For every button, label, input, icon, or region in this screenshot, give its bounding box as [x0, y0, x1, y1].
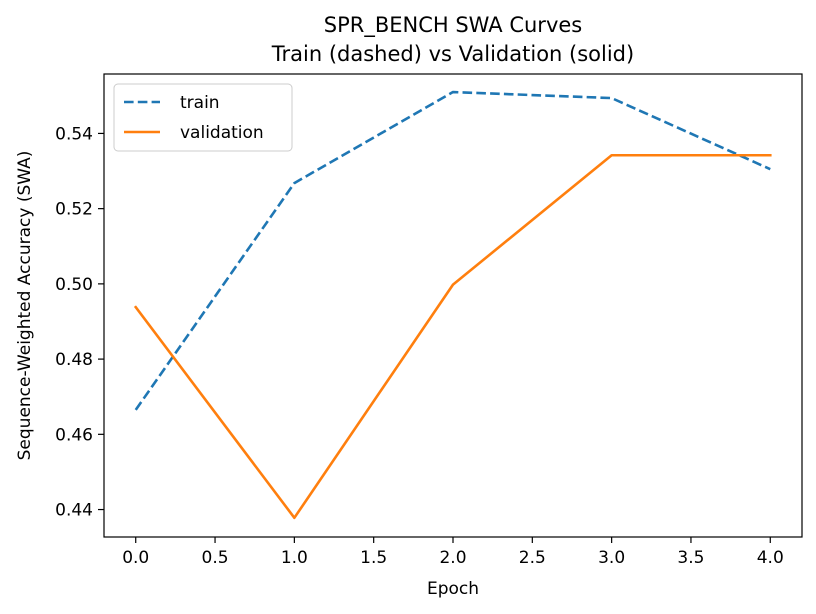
plot-area: [133, 90, 772, 520]
x-tick-label: 1.0: [281, 548, 308, 568]
y-tick-label: 0.52: [55, 200, 93, 220]
y-tick-label: 0.46: [55, 425, 93, 445]
y-axis-label: Sequence-Weighted Accuracy (SWA): [15, 151, 35, 461]
x-tick-label: 4.0: [757, 548, 784, 568]
x-tick-label: 1.5: [360, 548, 387, 568]
x-tick-label: 2.0: [439, 548, 466, 568]
legend-label-train: train: [180, 93, 220, 113]
y-tick-label: 0.54: [55, 124, 93, 144]
y-tick-label: 0.50: [55, 275, 93, 295]
chart-subtitle: Train (dashed) vs Validation (solid): [271, 42, 634, 66]
x-tick-label: 3.5: [677, 548, 704, 568]
chart-legend: train validation: [113, 83, 293, 152]
y-axis-ticks: 0.44 0.46 0.48 0.50 0.52 0.54: [55, 124, 104, 521]
x-axis-ticks: 0.0 0.5 1.0 1.5 2.0 2.5 3.0 3.5 4.0: [122, 537, 784, 568]
y-tick-label: 0.48: [55, 350, 93, 370]
legend-label-validation: validation: [180, 123, 264, 143]
series-line-validation: [133, 153, 772, 520]
chart-title: SPR_BENCH SWA Curves: [324, 13, 582, 38]
x-tick-label: 0.5: [202, 548, 229, 568]
x-tick-label: 3.0: [598, 548, 625, 568]
x-tick-label: 2.5: [519, 548, 546, 568]
y-tick-label: 0.44: [55, 501, 93, 521]
series-line-train: [134, 90, 771, 411]
x-axis-label: Epoch: [427, 579, 479, 599]
x-tick-label: 0.0: [122, 548, 149, 568]
